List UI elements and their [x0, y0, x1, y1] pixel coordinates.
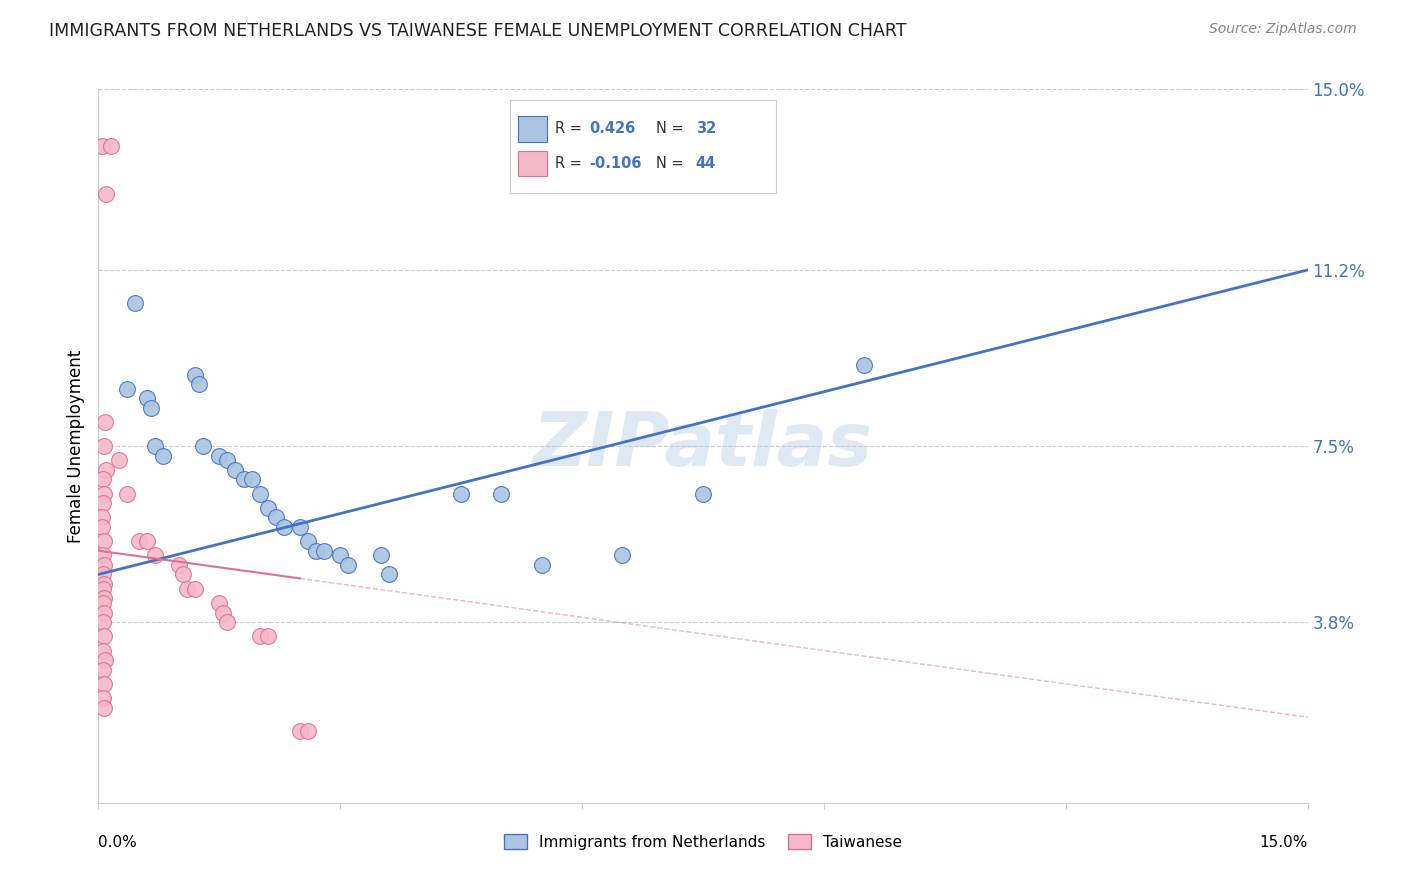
Point	[91, 520, 114, 534]
Point	[692, 486, 714, 500]
Point	[91, 582, 114, 596]
Point	[93, 534, 115, 549]
Point	[115, 382, 138, 396]
Point	[91, 139, 114, 153]
Point	[93, 700, 115, 714]
Point	[232, 472, 254, 486]
Text: ZIPatlas: ZIPatlas	[533, 409, 873, 483]
Point	[115, 486, 138, 500]
Point	[91, 596, 114, 610]
Point	[273, 520, 295, 534]
Point	[135, 534, 157, 549]
Point	[94, 653, 117, 667]
Point	[612, 549, 634, 563]
Point	[143, 439, 166, 453]
Point	[188, 377, 211, 392]
Point	[249, 486, 271, 500]
Point	[139, 401, 162, 415]
Point	[93, 606, 115, 620]
Point	[93, 558, 115, 572]
Point	[193, 439, 215, 453]
Point	[288, 520, 311, 534]
Point	[91, 549, 114, 563]
Point	[107, 453, 129, 467]
Text: Source: ZipAtlas.com: Source: ZipAtlas.com	[1209, 22, 1357, 37]
Point	[93, 486, 115, 500]
Point	[491, 486, 513, 500]
Point	[377, 567, 399, 582]
Point	[93, 629, 115, 643]
Point	[240, 472, 263, 486]
Point	[853, 358, 876, 372]
Point	[93, 591, 115, 606]
Point	[288, 724, 311, 739]
Point	[305, 543, 328, 558]
Point	[256, 500, 278, 515]
Point	[530, 558, 553, 572]
Text: IMMIGRANTS FROM NETHERLANDS VS TAIWANESE FEMALE UNEMPLOYMENT CORRELATION CHART: IMMIGRANTS FROM NETHERLANDS VS TAIWANESE…	[49, 22, 907, 40]
Text: 15.0%: 15.0%	[1260, 835, 1308, 850]
Y-axis label: Female Unemployment: Female Unemployment	[66, 350, 84, 542]
Point	[249, 629, 271, 643]
Point	[93, 677, 115, 691]
Point	[93, 577, 115, 591]
Point	[217, 615, 239, 629]
Point	[217, 453, 239, 467]
Point	[128, 534, 150, 549]
Point	[264, 510, 287, 524]
Point	[91, 691, 114, 706]
Point	[370, 549, 392, 563]
Text: 0.0%: 0.0%	[98, 835, 138, 850]
Point	[297, 534, 319, 549]
Point	[329, 549, 352, 563]
Point	[91, 643, 114, 657]
Point	[184, 368, 207, 382]
Point	[297, 724, 319, 739]
Point	[184, 582, 207, 596]
Point	[256, 629, 278, 643]
Point	[152, 449, 174, 463]
Point	[167, 558, 190, 572]
Point	[208, 449, 231, 463]
Point	[208, 596, 231, 610]
Point	[176, 582, 198, 596]
Point	[91, 567, 114, 582]
Point	[94, 415, 117, 429]
Point	[93, 439, 115, 453]
Point	[450, 486, 472, 500]
Point	[172, 567, 194, 582]
Point	[100, 139, 122, 153]
Point	[124, 296, 146, 310]
Point	[212, 606, 235, 620]
Point	[91, 663, 114, 677]
Point	[91, 615, 114, 629]
Point	[135, 392, 157, 406]
Point	[143, 549, 166, 563]
Legend: Immigrants from Netherlands, Taiwanese: Immigrants from Netherlands, Taiwanese	[498, 828, 908, 855]
Point	[94, 463, 117, 477]
Point	[314, 543, 336, 558]
Point	[91, 496, 114, 510]
Point	[91, 510, 114, 524]
Point	[91, 472, 114, 486]
Point	[337, 558, 360, 572]
Point	[96, 186, 118, 201]
Point	[224, 463, 246, 477]
